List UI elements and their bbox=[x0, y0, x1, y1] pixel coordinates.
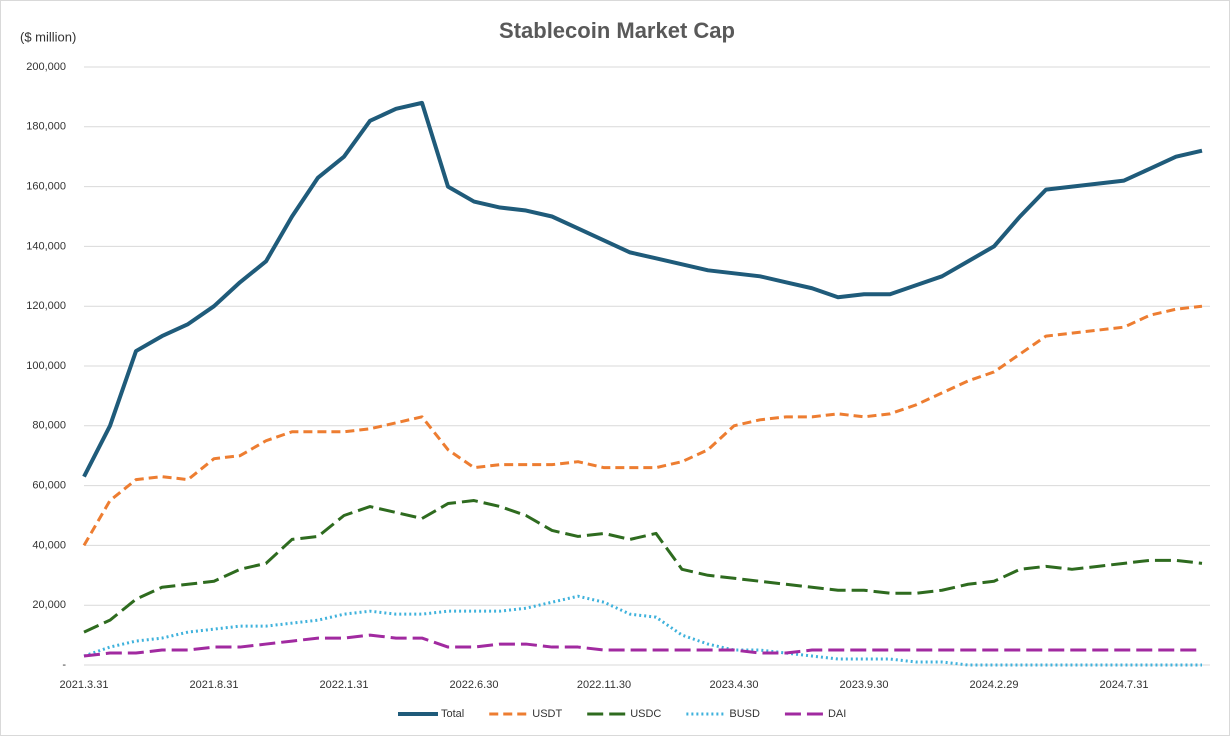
x-tick-label: 2022.6.30 bbox=[450, 679, 499, 691]
series-line bbox=[83, 633, 1202, 658]
x-tick-label: 2022.11.30 bbox=[577, 679, 631, 691]
y-tick-label: - bbox=[62, 659, 66, 671]
y-tick-label: 40,000 bbox=[32, 539, 66, 551]
y-tick-label: 60,000 bbox=[32, 480, 66, 492]
y-tick-label: 100,000 bbox=[26, 360, 66, 372]
y-tick-label: 160,000 bbox=[26, 181, 66, 193]
chart-title: Stablecoin Market Cap bbox=[499, 18, 735, 43]
y-tick-label: 120,000 bbox=[26, 300, 66, 312]
y-tick-label: 200,000 bbox=[26, 61, 66, 73]
x-tick-label: 2021.8.31 bbox=[190, 679, 239, 691]
series-line bbox=[83, 499, 1203, 634]
x-tick-label: 2022.1.31 bbox=[320, 679, 369, 691]
legend-label: DAI bbox=[828, 708, 846, 720]
legend-label: Total bbox=[441, 708, 464, 720]
x-tick-label: 2023.4.30 bbox=[710, 679, 759, 691]
y-axis-label: ($ million) bbox=[20, 29, 76, 44]
legend-label: USDC bbox=[630, 708, 661, 720]
legend-label: BUSD bbox=[729, 708, 760, 720]
legend-label: USDT bbox=[532, 708, 562, 720]
series-line bbox=[82, 100, 1203, 478]
y-tick-label: 20,000 bbox=[32, 599, 66, 611]
y-tick-label: 140,000 bbox=[26, 240, 66, 252]
x-tick-label: 2021.3.31 bbox=[60, 679, 109, 691]
x-tick-label: 2023.9.30 bbox=[840, 679, 889, 691]
x-tick-label: 2024.2.29 bbox=[970, 679, 1019, 691]
x-tick-label: 2024.7.31 bbox=[1100, 679, 1149, 691]
y-tick-label: 180,000 bbox=[26, 121, 66, 133]
y-tick-label: 80,000 bbox=[32, 420, 66, 432]
series-line bbox=[82, 304, 1203, 547]
series-line bbox=[83, 594, 1202, 667]
